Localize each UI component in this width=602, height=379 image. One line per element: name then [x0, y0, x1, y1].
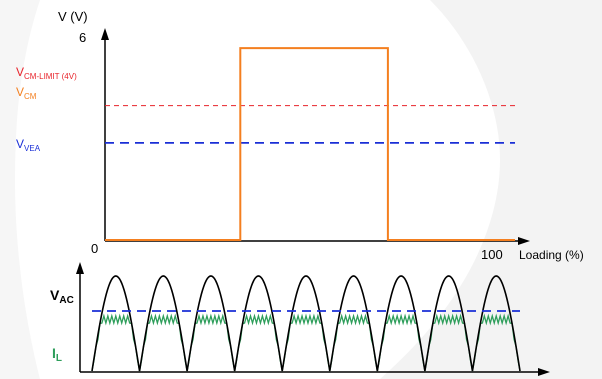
il-label-main: I: [52, 345, 56, 361]
origin-label: 0: [91, 241, 98, 256]
vac-label: VAC: [50, 287, 74, 306]
vac-trace: [91, 275, 521, 372]
vcm-legend: VCM: [16, 85, 37, 101]
vcm-legend-main: V: [16, 85, 24, 99]
vac-label-sub: AC: [59, 295, 73, 306]
watermark-shape: [380, 0, 602, 379]
vcm-trace: [105, 47, 515, 241]
top-x-axis-arrow: [518, 237, 530, 245]
vcm-limit-legend-main: V: [16, 65, 24, 79]
top-y-tick-max: 6: [79, 30, 86, 45]
bottom-y-axis-arrow: [76, 262, 84, 274]
vcm-legend-sub: CM: [24, 92, 37, 101]
il-trace: [91, 313, 521, 372]
bottom-chart: VAC IL: [50, 262, 550, 376]
top-y-axis-arrow: [101, 28, 109, 40]
vcm-limit-legend-sub: CM-LIMIT (4V): [24, 72, 77, 81]
top-y-axis-label: V (V): [58, 9, 88, 24]
vvea-legend-sub: VEA: [24, 144, 41, 153]
x-tick-end: 100: [481, 247, 503, 262]
top-chart: V (V) 6 0 100 Loading (%) VCM-LIMIT (4V)…: [16, 9, 584, 262]
vvea-legend-main: V: [16, 137, 24, 151]
il-label-sub: L: [56, 353, 62, 364]
vvea-legend: VVEA: [16, 137, 41, 153]
bottom-x-axis-arrow: [538, 368, 550, 376]
il-label: IL: [52, 345, 62, 364]
x-axis-label: Loading (%): [519, 248, 584, 262]
vac-label-main: V: [50, 287, 60, 303]
vcm-limit-legend: VCM-LIMIT (4V): [16, 65, 77, 81]
watermark-shape-left: [0, 0, 40, 379]
